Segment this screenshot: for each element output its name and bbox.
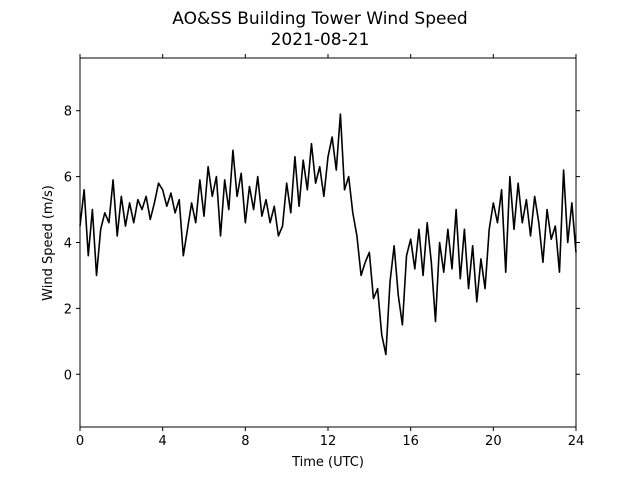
x-tick-label: 4 [159,434,167,449]
y-tick-label: 4 [64,237,72,252]
x-tick-label: 24 [568,434,585,449]
x-tick-label: 12 [320,434,337,449]
x-tick-label: 0 [76,434,84,449]
x-axis-label: Time (UTC) [291,455,364,470]
y-tick-label: 6 [64,171,72,186]
x-tick-label: 20 [485,434,502,449]
x-tick-label: 8 [241,434,249,449]
data-line [79,113,577,356]
y-tick-label: 0 [64,368,72,383]
y-tick-label: 8 [64,105,72,120]
plot-frame [79,57,577,428]
chart-title: AO&SS Building Tower Wind Speed [172,9,467,29]
chart-subtitle: 2021-08-21 [271,30,370,50]
y-tick-label: 2 [64,302,72,317]
y-axis-label: Wind Speed (m/s) [41,185,56,301]
x-tick-label: 16 [402,434,419,449]
